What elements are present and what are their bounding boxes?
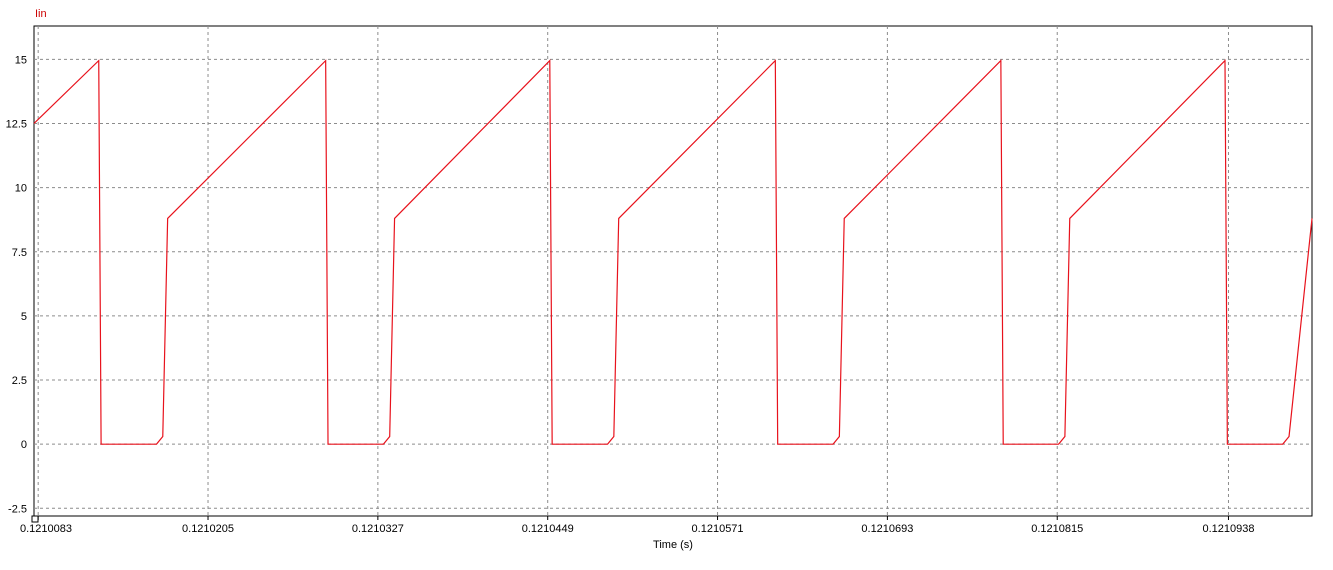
series-name-label: Iin bbox=[35, 8, 47, 20]
x-tick-label: 0.1210815 bbox=[1031, 523, 1083, 535]
y-tick-label: 12.5 bbox=[6, 118, 27, 130]
y-tick-label: 7.5 bbox=[12, 247, 27, 259]
plot-area bbox=[33, 25, 1313, 517]
x-tick-label: 0.1210449 bbox=[522, 523, 574, 535]
x-tick-label: 0.1210693 bbox=[861, 523, 913, 535]
y-axis: -2.5 0 2.5 5 7.5 10 12.5 15 bbox=[6, 54, 27, 515]
x-axis: 0.1210083 0.1210205 0.1210327 0.1210449 0.12… bbox=[20, 516, 1254, 535]
y-tick-label: 15 bbox=[15, 54, 27, 66]
x-axis-title: Time (s) bbox=[653, 539, 693, 551]
y-tick-label: 5 bbox=[21, 311, 27, 323]
corner-marker bbox=[31, 515, 39, 523]
x-tick-label: 0.1210327 bbox=[352, 523, 404, 535]
y-tick-label: 10 bbox=[15, 183, 27, 195]
x-tick-label: 0.1210571 bbox=[692, 523, 744, 535]
x-tick-label: 0.1210205 bbox=[182, 523, 234, 535]
y-tick-label: 0 bbox=[21, 439, 27, 451]
y-tick-label: 2.5 bbox=[12, 375, 27, 387]
grid-lines bbox=[34, 26, 1312, 516]
series-layer bbox=[33, 59, 1313, 445]
series-line-iin bbox=[33, 59, 1313, 445]
y-tick-label: -2.5 bbox=[8, 503, 27, 515]
x-tick-label: 0.1210938 bbox=[1202, 523, 1254, 535]
x-tick-label: 0.1210083 bbox=[20, 523, 72, 535]
